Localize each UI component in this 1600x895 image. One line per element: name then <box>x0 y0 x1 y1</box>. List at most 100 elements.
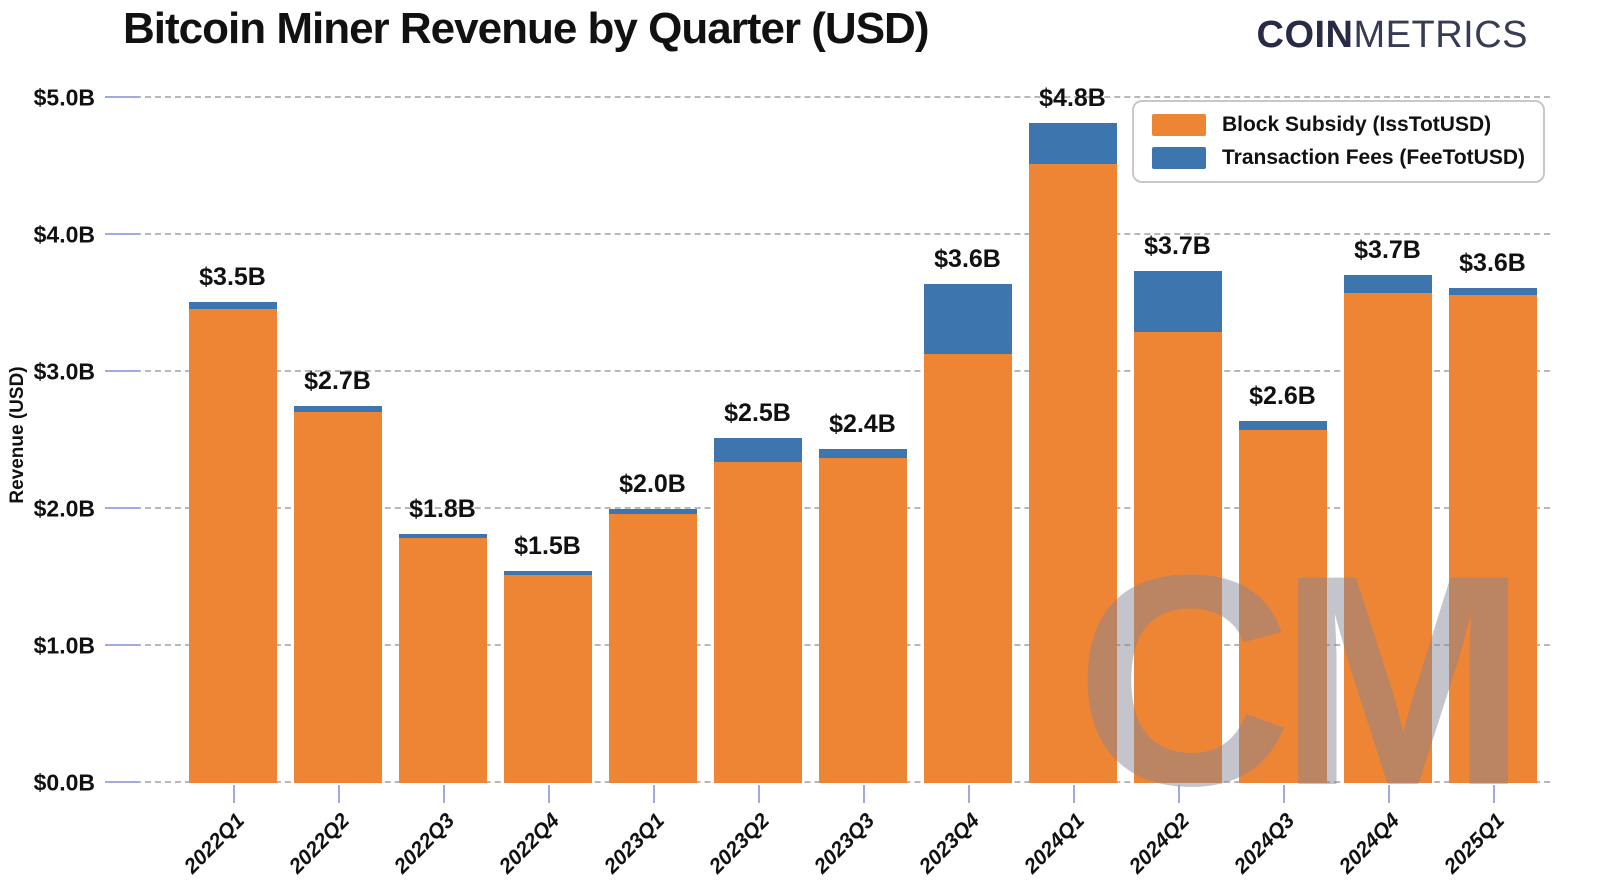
block-subsidy-segment <box>1133 332 1222 783</box>
bar-2023Q4 <box>923 284 1012 783</box>
x-tick <box>1177 785 1180 803</box>
transaction-fees-segment <box>188 302 277 309</box>
bars-container: $3.5B 2022Q1 $2.7B 2022Q2 $1.8B 2022Q3 $1.5B 20… <box>105 84 1550 878</box>
transaction-fees-segment <box>713 437 802 463</box>
y-tick-label: $4.0B <box>33 221 95 248</box>
x-tick <box>757 785 760 803</box>
x-tick <box>337 785 340 803</box>
bar-slot-2023Q2: $2.5B 2023Q2 <box>705 98 810 878</box>
block-subsidy-segment <box>818 458 907 783</box>
transaction-fees-segment <box>608 509 697 515</box>
legend-label: Block Subsidy (IssTotUSD) <box>1221 113 1492 136</box>
block-subsidy-segment <box>1028 163 1117 783</box>
bar-total-label: $1.8B <box>409 494 476 523</box>
x-tick <box>547 785 550 803</box>
bar-total-label: $2.4B <box>829 409 896 438</box>
transaction-fees-swatch-icon <box>1151 147 1206 169</box>
bar-slot-2024Q1: $4.8B 2024Q1 <box>1020 84 1125 878</box>
bar-total-label: $3.7B <box>1354 235 1421 264</box>
block-subsidy-segment <box>713 462 802 783</box>
bar-slot-2023Q4: $3.6B 2023Q4 <box>915 98 1020 878</box>
bar-2024Q1 <box>1028 122 1117 783</box>
legend-item-transaction-fees: Transaction Fees (FeeTotUSD) <box>1151 146 1525 170</box>
block-subsidy-swatch-icon <box>1151 114 1206 136</box>
x-tick-label: 2023Q3 <box>809 809 879 879</box>
x-tick-label: 2023Q1 <box>599 809 669 879</box>
block-subsidy-segment <box>1448 295 1537 783</box>
bar-total-label: $1.5B <box>514 531 581 560</box>
bar-slot-2024Q2: $3.7B 2024Q2 <box>1125 98 1230 878</box>
bar-slot-2024Q4: $3.7B 2024Q4 <box>1335 98 1440 878</box>
y-tick-label: $0.0B <box>33 769 95 796</box>
bar-slot-2023Q3: $2.4B 2023Q3 <box>810 98 915 878</box>
block-subsidy-segment <box>398 537 487 783</box>
bar-total-label: $4.8B <box>1039 83 1106 112</box>
x-tick <box>862 785 865 803</box>
bar-total-label: $3.6B <box>934 245 1001 274</box>
block-subsidy-segment <box>1343 292 1432 783</box>
transaction-fees-segment <box>1343 274 1432 293</box>
bar-slot-2022Q3: $1.8B 2022Q3 <box>390 98 495 878</box>
y-tick-label: $5.0B <box>33 84 95 111</box>
bar-2023Q2 <box>713 437 802 783</box>
bar-slot-2023Q1: $2.0B 2023Q1 <box>600 98 705 878</box>
transaction-fees-segment <box>1133 270 1222 333</box>
x-tick <box>1072 785 1075 803</box>
bar-2022Q4 <box>503 570 592 783</box>
x-tick <box>652 785 655 803</box>
x-tick-label: 2024Q2 <box>1124 809 1194 879</box>
bar-2024Q3 <box>1238 421 1327 783</box>
bar-2025Q1 <box>1448 288 1537 783</box>
coinmetrics-logo: COINMETRICS <box>1257 14 1529 57</box>
bar-total-label: $2.0B <box>619 470 686 498</box>
bar-2023Q3 <box>818 448 907 783</box>
x-tick-label: 2024Q3 <box>1229 809 1299 879</box>
block-subsidy-segment <box>608 514 697 783</box>
x-tick <box>1282 785 1285 803</box>
gridline <box>105 370 1550 372</box>
gridline <box>105 233 1550 235</box>
plot-area: $3.5B 2022Q1 $2.7B 2022Q2 $1.8B 2022Q3 $1.5B 20… <box>105 84 1550 878</box>
x-tick <box>967 785 970 803</box>
transaction-fees-segment <box>818 448 907 459</box>
x-tick-label: 2023Q2 <box>704 809 774 879</box>
bar-2024Q4 <box>1343 274 1432 783</box>
y-tick-label: $1.0B <box>33 632 95 659</box>
bar-slot-2022Q4: $1.5B 2022Q4 <box>495 98 600 878</box>
x-tick <box>232 785 235 803</box>
bar-2022Q3 <box>398 533 487 783</box>
block-subsidy-segment <box>923 354 1012 783</box>
x-tick-label: 2023Q4 <box>914 809 984 879</box>
transaction-fees-segment <box>503 570 592 575</box>
transaction-fees-segment <box>293 406 382 412</box>
y-tick-labels: $0.0B $1.0B $2.0B $3.0B $4.0B $5.0B <box>0 85 95 796</box>
y-tick-label: $3.0B <box>33 358 95 385</box>
x-tick-label: 2024Q4 <box>1334 809 1404 879</box>
bar-slot-2022Q1: $3.5B 2022Q1 <box>180 98 285 878</box>
bar-total-label: $3.6B <box>1459 249 1526 278</box>
logo-coin-text: COIN <box>1256 14 1354 56</box>
bar-2023Q1 <box>608 509 697 783</box>
legend-item-block-subsidy: Block Subsidy (IssTotUSD) <box>1151 113 1525 137</box>
bar-total-label: $2.6B <box>1249 382 1316 411</box>
bar-slot-2024Q3: $2.6B 2024Q3 <box>1230 98 1335 878</box>
bar-total-label: $2.7B <box>304 367 371 396</box>
transaction-fees-segment <box>923 284 1012 355</box>
x-tick-label: 2022Q4 <box>494 809 564 879</box>
x-tick-label: 2022Q1 <box>179 809 249 879</box>
block-subsidy-segment <box>188 308 277 783</box>
x-tick-label: 2022Q3 <box>389 809 459 879</box>
x-tick-label: 2024Q1 <box>1019 809 1089 879</box>
logo-metrics-text: METRICS <box>1353 14 1528 56</box>
gridline <box>105 96 1550 98</box>
bar-2022Q1 <box>188 302 277 783</box>
bar-slot-2022Q2: $2.7B 2022Q2 <box>285 98 390 878</box>
legend: Block Subsidy (IssTotUSD) Transaction Fe… <box>1131 100 1545 183</box>
x-tick-label: 2025Q1 <box>1439 809 1509 879</box>
chart-title: Bitcoin Miner Revenue by Quarter (USD) <box>123 4 929 53</box>
x-tick <box>442 785 445 803</box>
block-subsidy-segment <box>503 574 592 783</box>
legend-label: Transaction Fees (FeeTotUSD) <box>1221 146 1525 169</box>
block-subsidy-segment <box>293 411 382 783</box>
